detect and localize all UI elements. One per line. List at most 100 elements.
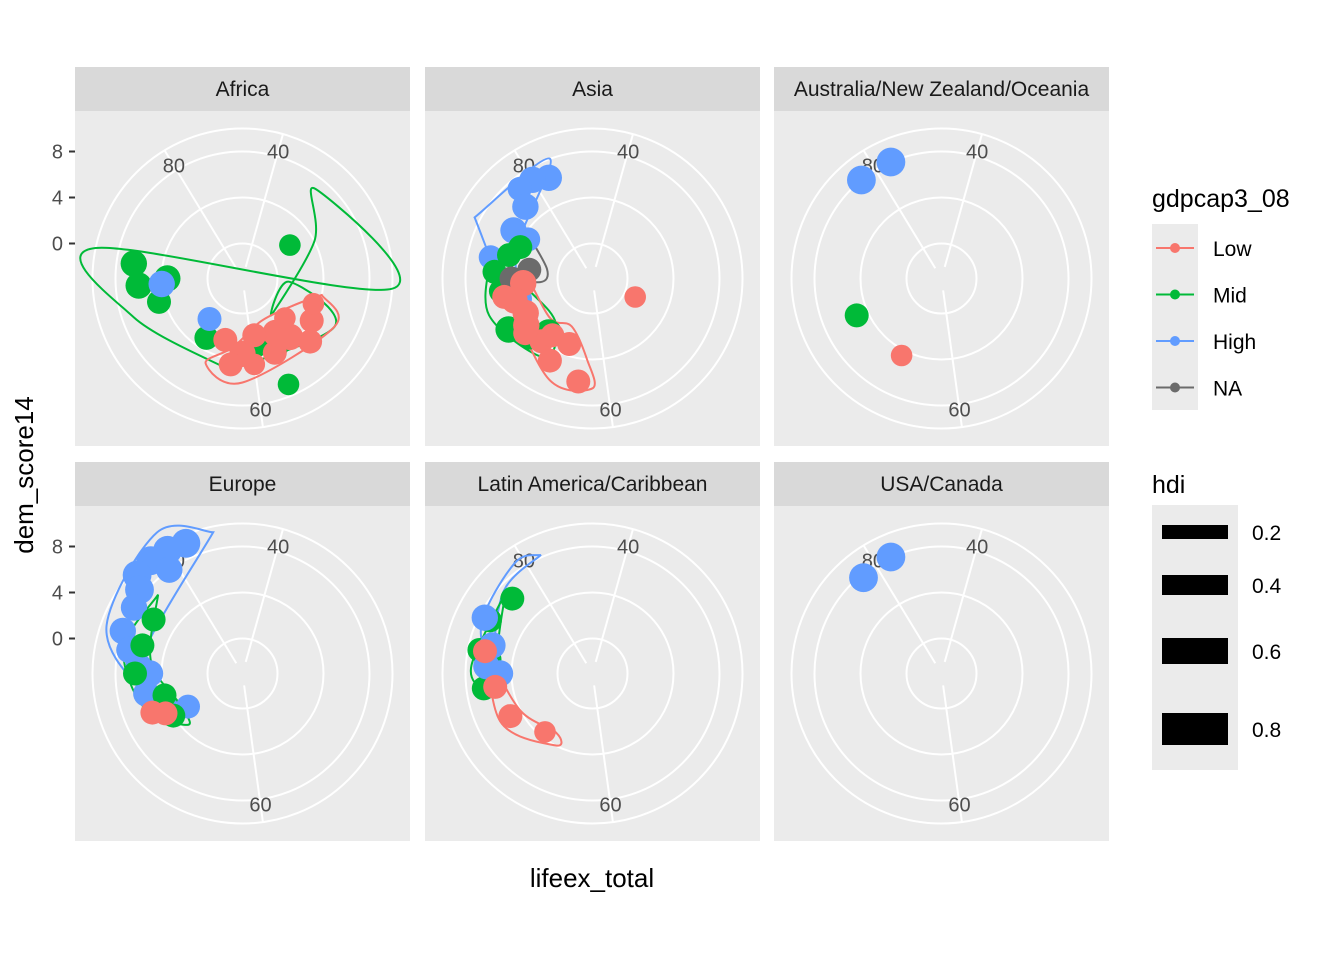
data-point: [498, 704, 523, 729]
data-point: [302, 292, 325, 315]
facet-strip-label: Australia/New Zealand/Oceania: [794, 78, 1090, 101]
r-tick-label: 8: [52, 537, 63, 559]
data-point: [299, 308, 324, 333]
data-point: [876, 542, 906, 572]
data-point: [471, 604, 498, 631]
theta-gridline: [244, 528, 284, 663]
facet-strip: [75, 462, 410, 506]
theta-tick-label: 40: [617, 536, 639, 558]
data-point: [218, 352, 243, 377]
facet-strip: [774, 67, 1109, 111]
radial-gridline: [813, 545, 1070, 802]
data-point: [512, 299, 539, 327]
theta-gridline: [942, 685, 963, 823]
panel-background: [425, 111, 760, 446]
radial-gridline: [556, 637, 629, 710]
facet-strip: [774, 462, 1109, 506]
theta-tick-label: 60: [599, 399, 621, 421]
facet-strip: [425, 67, 760, 111]
panel-background: [774, 506, 1109, 841]
theta-gridline: [594, 528, 634, 663]
radial-gridline: [859, 196, 1024, 361]
theta-tick-label: 40: [267, 536, 289, 558]
theta-tick-label: 60: [249, 794, 271, 816]
radial-gridline: [556, 242, 629, 315]
data-point: [279, 234, 301, 256]
facet-panel: Europe406080048: [52, 462, 410, 841]
theta-tick-label: 40: [617, 141, 639, 163]
data-point: [120, 594, 148, 621]
data-point: [492, 284, 517, 309]
data-point: [276, 323, 304, 351]
radial-gridline: [206, 242, 279, 315]
legend-size-swatch: [1184, 640, 1206, 662]
data-point: [277, 373, 300, 396]
data-point: [566, 369, 591, 394]
theta-gridline: [943, 133, 983, 268]
legend-size-title: hdi: [1152, 471, 1185, 499]
legend-color-swatch: [1170, 336, 1180, 346]
data-point: [844, 303, 869, 328]
r-tick-label: 4: [52, 188, 63, 210]
theta-tick-label: 40: [966, 141, 988, 163]
theta-gridline: [942, 290, 963, 428]
legend-color-title: gdpcap3_08: [1152, 185, 1290, 213]
theta-gridline: [163, 149, 238, 269]
theta-tick-label: 60: [249, 399, 271, 421]
outer-gridline: [441, 127, 744, 430]
data-point: [125, 272, 152, 299]
radial-gridline: [464, 545, 721, 802]
data-point: [120, 250, 147, 277]
legend-size-swatch: [1182, 716, 1208, 742]
legend-color-label: High: [1213, 331, 1256, 354]
facet-strip-label: Africa: [216, 78, 270, 101]
data-point: [500, 586, 525, 611]
density-contour: [204, 293, 340, 385]
legend-color-label: NA: [1213, 378, 1242, 401]
data-point: [890, 344, 913, 367]
legend-color-label: Mid: [1213, 285, 1247, 308]
facet-strip-label: USA/Canada: [880, 473, 1003, 496]
radial-gridline: [114, 150, 371, 407]
theta-gridline: [244, 133, 284, 268]
data-point: [156, 556, 183, 583]
data-point: [557, 332, 582, 356]
data-point: [242, 323, 267, 348]
theta-gridline: [243, 685, 264, 823]
data-point: [262, 340, 287, 365]
data-point: [123, 661, 147, 686]
r-tick-label: 4: [52, 583, 63, 605]
data-point: [148, 270, 175, 298]
r-tick-label: 8: [52, 142, 63, 164]
theta-tick-label: 40: [267, 141, 289, 163]
legend-size-label: 0.6: [1252, 641, 1281, 664]
outer-gridline: [790, 522, 1093, 825]
legend-size-swatch: [1186, 576, 1204, 594]
theta-gridline: [862, 544, 937, 664]
data-point: [194, 325, 219, 350]
r-tick-label: 0: [52, 234, 63, 256]
theta-gridline: [943, 528, 983, 663]
radial-gridline: [813, 150, 1070, 407]
data-point: [847, 165, 876, 195]
data-point: [497, 243, 521, 268]
legend-size-swatch: [1189, 526, 1201, 538]
data-point: [153, 701, 178, 726]
outer-gridline: [91, 522, 394, 825]
facet-strip-label: Europe: [209, 473, 277, 496]
legend-color-label: Low: [1213, 238, 1252, 261]
data-point: [537, 348, 562, 373]
panel-background: [425, 506, 760, 841]
theta-tick-label: 80: [163, 156, 185, 178]
data-point: [876, 147, 906, 177]
radial-gridline: [114, 545, 371, 802]
legend-color-key-bg: [1152, 224, 1198, 410]
data-point: [274, 307, 296, 329]
data-point: [624, 286, 646, 308]
theta-tick-label: 60: [599, 794, 621, 816]
theta-tick-label: 60: [948, 794, 970, 816]
legend-size: hdi 0.2 0.4 0.6 0.8: [1152, 471, 1282, 770]
